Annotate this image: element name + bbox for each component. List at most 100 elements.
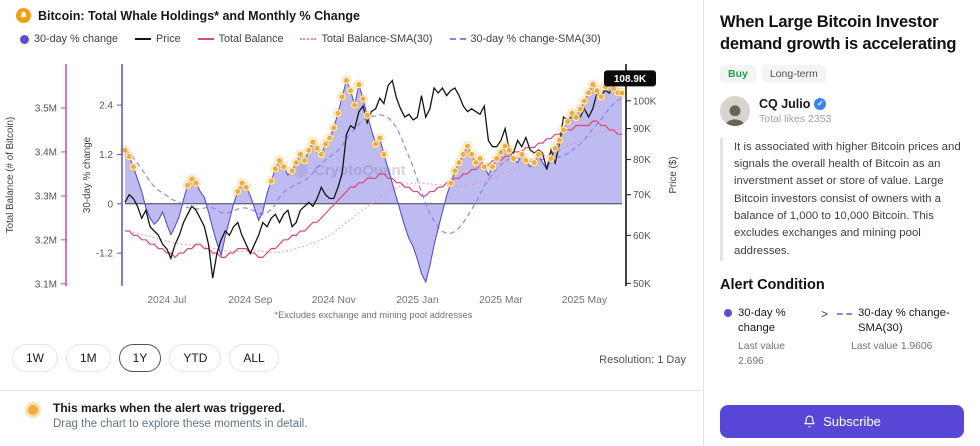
- alert-marker[interactable]: [493, 155, 501, 163]
- alert-marker[interactable]: [334, 109, 342, 117]
- alert-marker[interactable]: [376, 134, 384, 142]
- alert-marker[interactable]: [530, 159, 538, 167]
- alert-marker[interactable]: [326, 134, 334, 142]
- alert-marker[interactable]: [280, 163, 288, 171]
- alert-marker[interactable]: [292, 159, 300, 167]
- alert-marker[interactable]: [192, 179, 200, 187]
- alert-marker[interactable]: [184, 181, 192, 189]
- alert-marker[interactable]: [568, 109, 576, 117]
- legend-item[interactable]: Price: [135, 33, 181, 45]
- verified-badge-icon: ✓: [814, 97, 827, 110]
- alert-marker[interactable]: [288, 167, 296, 175]
- pct-tick-label: 1.2: [99, 150, 113, 161]
- legend-item[interactable]: 30-day % change: [20, 33, 118, 45]
- alert-marker[interactable]: [459, 150, 467, 158]
- chart-canvas[interactable]: CryptoQuant 3.1M 3.2M 3.3M 3.4M 3.5M Total Bal…: [0, 54, 700, 326]
- price-tick-label: 60K: [633, 231, 651, 242]
- alert-marker[interactable]: [363, 111, 371, 119]
- alert-marker[interactable]: [480, 163, 488, 171]
- alert-marker[interactable]: [576, 105, 584, 113]
- alert-marker[interactable]: [296, 150, 304, 158]
- chart-title: Bitcoin: Total Whale Holdings* and Month…: [38, 8, 360, 23]
- alert-marker[interactable]: [501, 142, 509, 150]
- bell-icon: [804, 415, 815, 428]
- legend-item[interactable]: 30-day % change-SMA(30): [449, 33, 601, 45]
- condition-left-label: 30-day % change: [738, 306, 786, 335]
- alert-marker[interactable]: [451, 167, 459, 175]
- alert-marker[interactable]: [447, 179, 455, 187]
- alert-marker[interactable]: [489, 163, 496, 171]
- alert-marker[interactable]: [555, 136, 563, 144]
- alert-marker[interactable]: [305, 146, 313, 154]
- legend-line-icon: [197, 38, 214, 40]
- alert-marker[interactable]: [455, 159, 463, 167]
- alert-marker[interactable]: [242, 183, 250, 191]
- alert-marker[interactable]: [188, 175, 196, 183]
- alert-marker[interactable]: [271, 165, 279, 173]
- alert-marker[interactable]: [464, 142, 471, 150]
- alert-marker[interactable]: [125, 153, 133, 160]
- alert-marker[interactable]: [359, 95, 367, 103]
- alert-marker[interactable]: [580, 97, 588, 105]
- alert-marker[interactable]: [551, 144, 559, 152]
- alert-marker[interactable]: [589, 81, 597, 89]
- alert-marker[interactable]: [468, 150, 476, 158]
- alert-marker[interactable]: [518, 150, 526, 158]
- alert-marker[interactable]: [593, 87, 601, 95]
- alert-marker[interactable]: [372, 140, 380, 148]
- alert-marker[interactable]: [313, 144, 321, 152]
- alert-marker[interactable]: [342, 76, 350, 84]
- legend-item[interactable]: Total Balance-SMA(30): [300, 33, 433, 45]
- condition-operator: >: [821, 306, 829, 321]
- alert-marker[interactable]: [338, 93, 346, 101]
- alert-marker[interactable]: [317, 150, 325, 158]
- alert-marker[interactable]: [618, 89, 626, 97]
- alert-marker[interactable]: [497, 148, 505, 156]
- alert-marker[interactable]: [505, 146, 513, 154]
- alert-marker[interactable]: [330, 124, 338, 132]
- alert-marker[interactable]: [585, 89, 593, 97]
- chart-header: Bitcoin: Total Whale Holdings* and Month…: [16, 8, 360, 23]
- alert-marker[interactable]: [509, 155, 517, 163]
- alert-marker[interactable]: [351, 101, 359, 109]
- chart-legend: 30-day % change Price Total Balance Total B…: [20, 33, 601, 45]
- alert-marker[interactable]: [560, 126, 567, 134]
- alert-marker[interactable]: [355, 81, 363, 89]
- alert-marker[interactable]: [238, 179, 246, 187]
- alert-marker[interactable]: [301, 157, 309, 165]
- note-title: This marks when the alert was triggered.: [53, 401, 286, 415]
- price-line: [124, 77, 623, 279]
- subscribe-button[interactable]: Subscribe: [720, 405, 964, 438]
- author-name: CQ Julio: [759, 96, 811, 111]
- alert-marker[interactable]: [309, 138, 317, 146]
- alert-marker[interactable]: [572, 113, 580, 121]
- legend-label: Total Balance: [218, 33, 284, 45]
- alert-marker[interactable]: [547, 155, 555, 163]
- alert-marker[interactable]: [472, 159, 480, 167]
- legend-item[interactable]: Total Balance: [197, 33, 284, 45]
- alert-marker[interactable]: [476, 155, 484, 163]
- x-tick-label: 2025 Jan: [396, 295, 439, 306]
- alert-marker[interactable]: [234, 187, 242, 195]
- alert-marker[interactable]: [597, 93, 605, 101]
- alert-marker[interactable]: [267, 177, 275, 185]
- alert-marker[interactable]: [535, 150, 542, 158]
- badge-row: Buy Long-term: [720, 64, 964, 83]
- range-button-ytd[interactable]: YTD: [169, 344, 222, 372]
- range-button-1m[interactable]: 1M: [66, 344, 111, 372]
- pct-change-dot-icon: [724, 308, 732, 317]
- alert-marker[interactable]: [522, 157, 530, 165]
- alert-condition-heading: Alert Condition: [720, 276, 825, 293]
- legend-dot-icon: [20, 34, 29, 44]
- alert-marker[interactable]: [322, 140, 329, 148]
- author-name-row[interactable]: CQ Julio ✓: [759, 97, 831, 111]
- range-button-1y[interactable]: 1Y: [118, 344, 162, 372]
- alert-marker[interactable]: [564, 118, 572, 126]
- chart-footnote: *Excludes exchange and mining pool addre…: [275, 310, 473, 320]
- alert-marker[interactable]: [129, 163, 137, 171]
- alert-marker[interactable]: [380, 150, 388, 158]
- alert-marker[interactable]: [347, 87, 354, 95]
- alert-marker[interactable]: [276, 157, 283, 165]
- range-button-all[interactable]: ALL: [229, 344, 279, 372]
- range-button-1w[interactable]: 1W: [12, 344, 58, 372]
